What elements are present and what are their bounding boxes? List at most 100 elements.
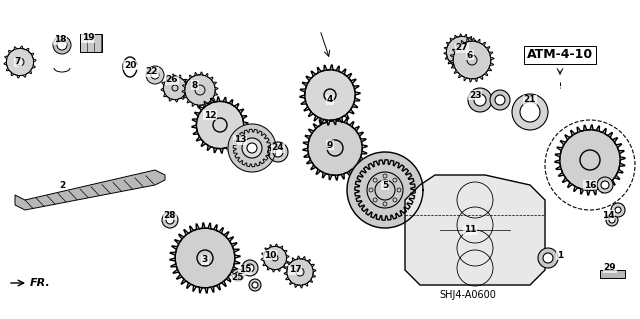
Circle shape bbox=[458, 48, 466, 56]
Circle shape bbox=[296, 268, 304, 276]
Circle shape bbox=[373, 198, 377, 202]
Text: 2: 2 bbox=[59, 181, 65, 189]
Circle shape bbox=[601, 181, 609, 189]
Circle shape bbox=[242, 138, 262, 158]
Text: 10: 10 bbox=[264, 250, 276, 259]
Text: 4: 4 bbox=[327, 95, 333, 105]
Circle shape bbox=[369, 188, 373, 192]
Text: 16: 16 bbox=[584, 181, 596, 189]
Circle shape bbox=[162, 212, 178, 228]
Polygon shape bbox=[4, 46, 36, 78]
Circle shape bbox=[615, 207, 621, 213]
Circle shape bbox=[235, 272, 241, 278]
Polygon shape bbox=[261, 244, 289, 272]
Circle shape bbox=[383, 174, 387, 178]
Text: 20: 20 bbox=[124, 61, 136, 70]
Text: 1: 1 bbox=[557, 250, 563, 259]
Circle shape bbox=[166, 216, 174, 224]
Circle shape bbox=[242, 260, 258, 276]
Polygon shape bbox=[444, 34, 480, 70]
Circle shape bbox=[490, 90, 510, 110]
Polygon shape bbox=[15, 170, 165, 210]
Circle shape bbox=[172, 85, 178, 91]
Text: 28: 28 bbox=[164, 211, 176, 219]
Circle shape bbox=[611, 203, 625, 217]
Text: 5: 5 bbox=[382, 181, 388, 189]
Polygon shape bbox=[300, 65, 360, 125]
Bar bbox=[80, 34, 102, 52]
Circle shape bbox=[197, 250, 213, 266]
Text: 15: 15 bbox=[239, 265, 252, 275]
Circle shape bbox=[247, 143, 257, 153]
Circle shape bbox=[327, 140, 343, 156]
Circle shape bbox=[53, 36, 71, 54]
Polygon shape bbox=[170, 223, 240, 293]
Text: 9: 9 bbox=[327, 140, 333, 150]
Text: 19: 19 bbox=[82, 33, 94, 42]
Circle shape bbox=[272, 255, 278, 261]
Circle shape bbox=[16, 58, 24, 66]
Circle shape bbox=[520, 102, 540, 122]
Circle shape bbox=[474, 94, 486, 106]
Circle shape bbox=[393, 198, 397, 202]
Circle shape bbox=[467, 55, 477, 65]
Polygon shape bbox=[450, 38, 494, 82]
Polygon shape bbox=[347, 152, 423, 228]
Text: 12: 12 bbox=[204, 110, 216, 120]
Bar bbox=[600, 270, 625, 278]
Polygon shape bbox=[182, 72, 218, 108]
Circle shape bbox=[495, 95, 505, 105]
Circle shape bbox=[249, 279, 261, 291]
Text: 13: 13 bbox=[234, 136, 246, 145]
Polygon shape bbox=[161, 74, 189, 102]
Circle shape bbox=[543, 253, 553, 263]
Text: 3: 3 bbox=[202, 256, 208, 264]
Text: 14: 14 bbox=[602, 211, 614, 219]
Circle shape bbox=[324, 89, 336, 101]
Circle shape bbox=[273, 147, 283, 157]
Text: 25: 25 bbox=[232, 273, 244, 283]
Circle shape bbox=[232, 269, 244, 281]
Circle shape bbox=[609, 217, 615, 223]
Circle shape bbox=[57, 40, 67, 50]
Circle shape bbox=[512, 94, 548, 130]
Text: 7: 7 bbox=[15, 57, 21, 66]
Text: 22: 22 bbox=[146, 68, 158, 77]
Circle shape bbox=[252, 282, 258, 288]
Circle shape bbox=[397, 188, 401, 192]
Polygon shape bbox=[303, 116, 367, 180]
Circle shape bbox=[373, 178, 377, 182]
Circle shape bbox=[468, 88, 492, 112]
Text: ATM-4-10: ATM-4-10 bbox=[527, 48, 593, 62]
Text: 6: 6 bbox=[467, 50, 473, 60]
Text: 17: 17 bbox=[289, 265, 301, 275]
Circle shape bbox=[151, 71, 159, 79]
Circle shape bbox=[606, 214, 618, 226]
Circle shape bbox=[213, 118, 227, 132]
Circle shape bbox=[597, 177, 613, 193]
Text: FR.: FR. bbox=[30, 278, 51, 288]
Text: 23: 23 bbox=[468, 91, 481, 100]
Circle shape bbox=[383, 202, 387, 206]
Circle shape bbox=[146, 66, 164, 84]
Circle shape bbox=[580, 150, 600, 170]
Polygon shape bbox=[555, 125, 625, 195]
Text: 11: 11 bbox=[464, 226, 476, 234]
Circle shape bbox=[268, 142, 288, 162]
Text: 18: 18 bbox=[54, 35, 67, 44]
Polygon shape bbox=[405, 175, 545, 285]
Text: 21: 21 bbox=[524, 95, 536, 105]
Text: 26: 26 bbox=[166, 76, 179, 85]
Text: SHJ4-A0600: SHJ4-A0600 bbox=[440, 290, 497, 300]
Circle shape bbox=[538, 248, 558, 268]
Polygon shape bbox=[228, 124, 276, 172]
Circle shape bbox=[246, 264, 254, 272]
Text: 24: 24 bbox=[272, 144, 284, 152]
Circle shape bbox=[393, 178, 397, 182]
Text: 8: 8 bbox=[192, 80, 198, 90]
Circle shape bbox=[195, 85, 205, 95]
Polygon shape bbox=[192, 97, 248, 153]
Text: 29: 29 bbox=[604, 263, 616, 272]
Polygon shape bbox=[284, 256, 316, 288]
Text: 27: 27 bbox=[456, 43, 468, 53]
